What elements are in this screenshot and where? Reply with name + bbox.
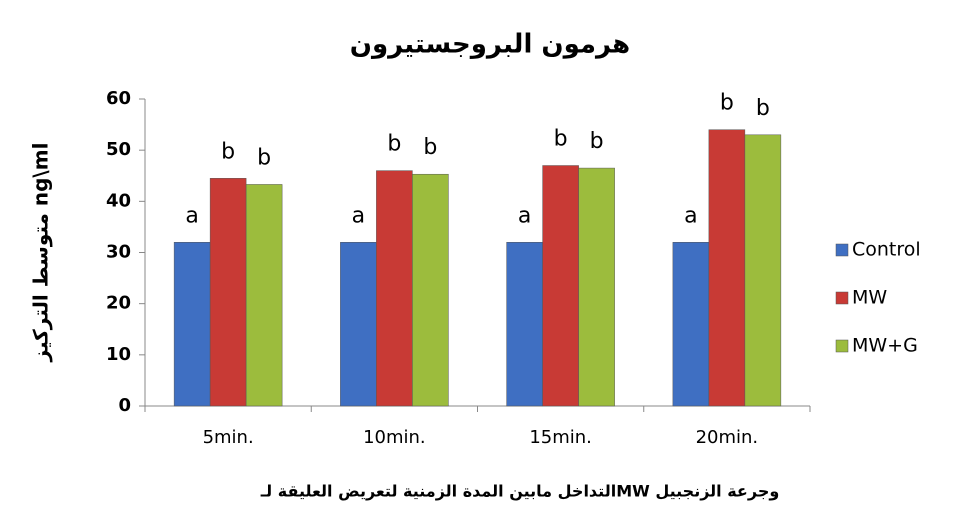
x-tick-label: 15min.	[529, 427, 592, 448]
y-tick-label: 20	[106, 293, 131, 314]
bar	[578, 167, 615, 407]
bar	[340, 242, 377, 407]
x-axis-label: التداخل مابين المدة الزمنية لتعريض العلي…	[260, 482, 780, 501]
y-tick-label: 50	[106, 139, 131, 160]
bar-annotation: b	[756, 96, 770, 121]
bar-annotation: b	[257, 145, 271, 170]
bar-annotation: b	[720, 91, 734, 116]
bar	[542, 165, 579, 407]
bar	[245, 184, 283, 407]
y-tick-label: 40	[106, 190, 131, 211]
legend-label: MW+G	[852, 335, 918, 357]
bar-annotation: a	[185, 203, 198, 228]
y-tick-label: 10	[106, 344, 131, 365]
bar	[376, 170, 413, 407]
bar-annotation: b	[387, 132, 401, 157]
bar-annotation: a	[518, 203, 531, 228]
y-tick-label: 0	[118, 395, 131, 416]
y-axis-label: متوسط التركيز ng\ml	[29, 143, 53, 363]
bar-annotation: a	[352, 203, 365, 228]
x-tick-label: 5min.	[203, 427, 254, 448]
x-tick-label: 10min.	[363, 427, 426, 448]
legend-swatch	[835, 339, 849, 353]
x-tick-label: 20min.	[696, 427, 759, 448]
bar	[209, 178, 247, 407]
bar-annotation: b	[221, 139, 235, 164]
bar	[506, 242, 543, 407]
bar-annotation: b	[423, 135, 437, 160]
y-tick-label: 60	[106, 88, 131, 109]
bar-annotation: b	[590, 129, 604, 154]
bar-annotation: b	[554, 127, 568, 152]
legend-swatch	[835, 243, 849, 257]
bar	[412, 173, 449, 407]
bar	[672, 242, 710, 407]
legend-swatch	[835, 291, 849, 305]
legend-label: MW	[852, 287, 887, 309]
bar	[173, 242, 211, 407]
bar-annotation: a	[684, 203, 697, 228]
chart-title: هرمون البروجستيرون	[350, 30, 630, 60]
legend-label: Control	[852, 239, 921, 261]
y-tick-label: 30	[106, 242, 131, 263]
bar	[744, 134, 782, 407]
bar	[708, 129, 746, 407]
